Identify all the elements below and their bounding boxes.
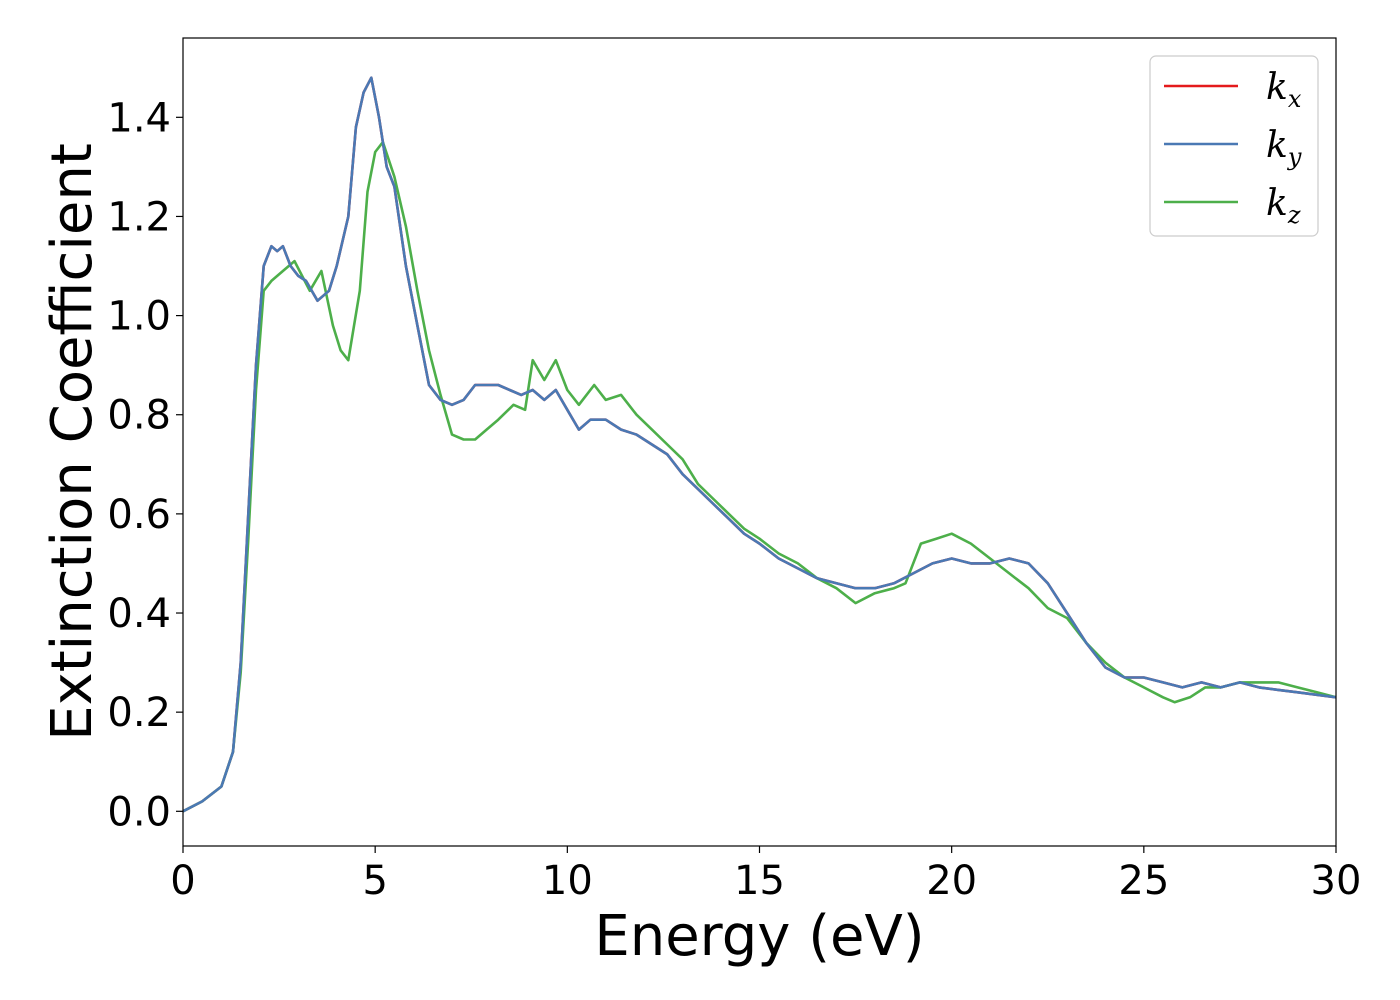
legend-label-main: k [1266,125,1288,166]
y-axis-ticks: 0.0 0.2 0.4 0.6 0.8 1.0 1.2 1.4 [107,95,183,835]
legend-label-subscript: x [1288,85,1302,113]
legend-label-main: k [1266,67,1288,108]
x-tick-label: 30 [1311,858,1362,904]
x-axis-label: Energy (eV) [594,904,924,969]
x-tick-label: 25 [1118,858,1169,904]
series-lines [182,76,1337,813]
x-tick-label: 15 [734,858,785,904]
series-line-kz [182,140,1337,813]
x-tick-label: 10 [542,858,593,904]
y-tick-label: 0.0 [107,789,171,835]
series-line-ky [182,76,1337,813]
y-tick-label: 0.4 [107,591,171,637]
legend-label-subscript: z [1287,201,1301,229]
y-axis-label: Extinction Coefficient [40,143,105,741]
plot-frame [182,37,1337,847]
legend-label-ky: ky [1266,125,1302,171]
legend-box [1149,55,1319,237]
legend-label-subscript: y [1287,143,1302,171]
y-tick-label: 1.0 [107,294,171,340]
x-axis-ticks: 0 5 10 15 20 25 30 [170,846,1361,904]
legend-label-kx: kx [1266,67,1302,113]
y-tick-label: 0.6 [107,492,171,538]
y-tick-label: 1.4 [107,95,171,141]
legend-label-kz: kz [1266,183,1301,229]
x-tick-label: 5 [362,858,387,904]
legend-label-main: k [1266,183,1288,224]
y-tick-label: 1.2 [107,194,171,240]
y-tick-label: 0.2 [107,690,171,736]
y-tick-label: 0.8 [107,393,171,439]
x-tick-label: 20 [926,858,977,904]
x-tick-label: 0 [170,858,195,904]
